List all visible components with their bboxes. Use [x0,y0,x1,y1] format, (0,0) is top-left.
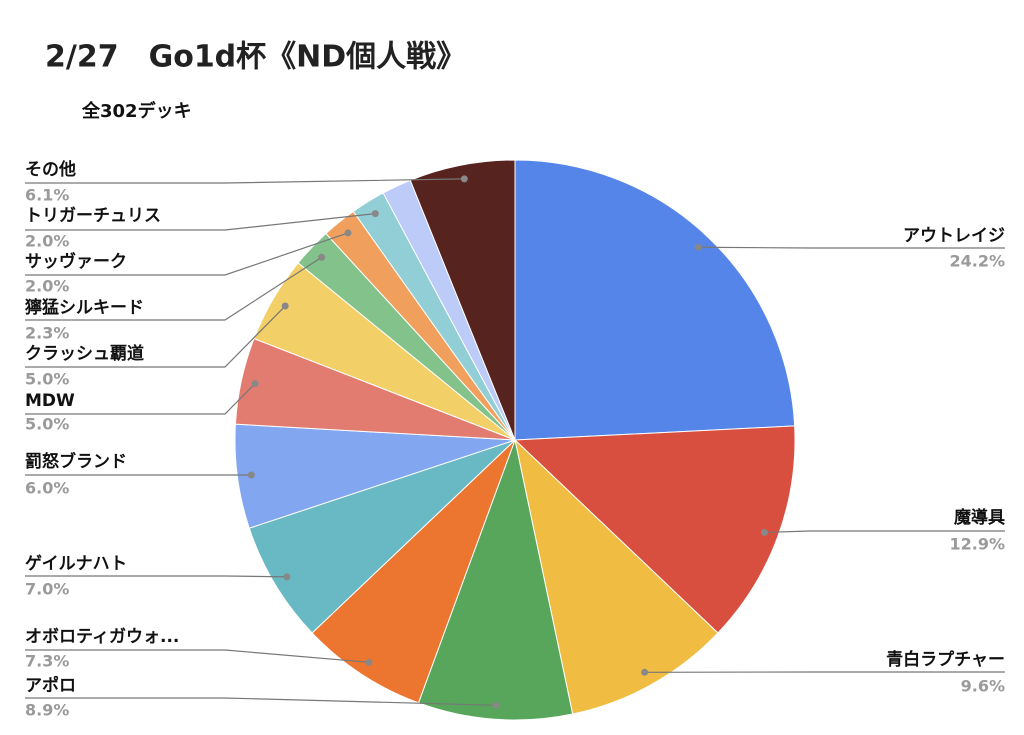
slice-value-label: 8.9% [25,701,69,720]
slice-label: サッヴァーク [25,251,127,272]
slice-label: MDW [25,391,75,411]
leader-dot [492,701,500,709]
chart-subtitle: 全302デッキ [81,100,192,122]
slice-label: 罰怒ブランド [25,451,127,472]
leader-line [25,213,376,231]
leader-line [25,305,286,368]
leader-line [25,575,287,578]
slice-label: 青白ラプチャー [886,649,1005,670]
leader-line [25,383,256,415]
pie-slice [311,439,516,704]
leader-dot [365,658,373,666]
slice-value-label: 7.0% [25,580,69,599]
slice-label: クラッシュ覇道 [25,343,144,364]
slice-label: アポロ [25,675,76,696]
pie-slice [417,438,574,721]
slice-value-label: 6.1% [25,186,69,205]
slice-label: 魔導具 [954,507,1005,528]
leader-dot [760,528,768,536]
slice-value-label: 7.3% [25,652,69,671]
slice-value-label: 6.0% [25,479,69,498]
leader-line [25,256,322,321]
leader-dot [283,573,291,581]
pie-slice [514,438,719,715]
slice-label: その他 [25,159,76,180]
leader-line [25,697,496,706]
slice-value-label: 5.0% [25,415,69,434]
slice-value-label: 2.0% [25,232,69,251]
slice-label: ゲイルナハト [25,553,127,574]
leader-dot [641,668,649,676]
pie-slice [248,439,516,634]
leader-dot [318,253,326,261]
leader-dot [344,229,352,237]
slice-value-label: 2.0% [25,277,69,296]
leader-dot [281,302,289,310]
slice-value-label: 5.0% [25,370,69,389]
leader-line [25,232,349,276]
leader-line [698,246,1005,249]
slice-value-label: 9.6% [961,677,1005,696]
pie-slice [513,425,796,634]
slice-label: 獰猛シルキード [25,297,144,318]
leader-dot [371,210,379,218]
slice-value-label: 2.3% [25,324,69,343]
leader-dot [251,380,259,388]
slice-label: オボロティガウォ... [25,627,179,647]
leader-line [764,530,1005,534]
slice-label: アウトレイジ [903,226,1005,246]
leader-line [25,649,370,663]
leader-dot [247,471,255,479]
leader-dot [460,175,468,183]
slice-label: トリガーチュリス [25,206,161,226]
leader-dot [694,243,702,251]
chart-title: 2/27 Go1d杯《ND個人戦》 [45,40,466,75]
leader-line [25,178,465,184]
slice-value-label: 12.9% [949,535,1005,554]
pie-slice [514,159,796,441]
slice-value-label: 24.2% [949,252,1005,271]
